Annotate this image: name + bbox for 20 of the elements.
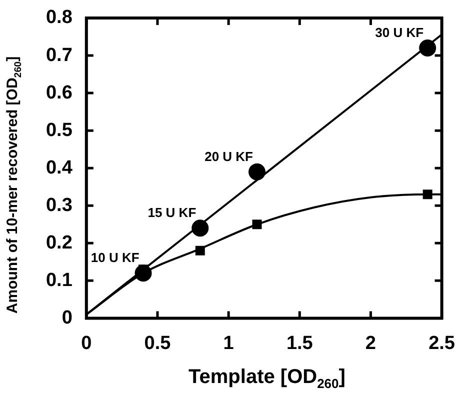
annotation: 20 U KF xyxy=(204,148,254,164)
x-tick-label: 1 xyxy=(223,332,234,354)
y-tick-label: 0.7 xyxy=(46,44,72,66)
x-tick-label: 0 xyxy=(81,332,92,354)
x-tick-label: 1.5 xyxy=(286,332,314,354)
y-tick-label: 0.1 xyxy=(46,270,73,291)
annotation: 15 U KF xyxy=(148,205,196,220)
y-tick-label: 0.8 xyxy=(46,7,72,28)
x-tick-label: 2.5 xyxy=(428,332,456,354)
y-tick-label: 0 xyxy=(62,307,72,328)
annotation: 30 U KF xyxy=(375,25,424,40)
y-tick-label: 0.2 xyxy=(46,232,72,254)
x-tick-label: 0.5 xyxy=(144,332,172,354)
y-tick-label: 0.5 xyxy=(46,120,73,141)
x-axis-title: Template [OD$_{260}$] xyxy=(188,366,346,391)
annotation: 10 U KF xyxy=(90,250,140,266)
x-tick-label: 2 xyxy=(365,332,376,354)
y-tick-label: 0.3 xyxy=(46,194,72,216)
y-tick-label: 0.4 xyxy=(46,157,73,178)
y-tick-label: 0.6 xyxy=(46,82,72,104)
